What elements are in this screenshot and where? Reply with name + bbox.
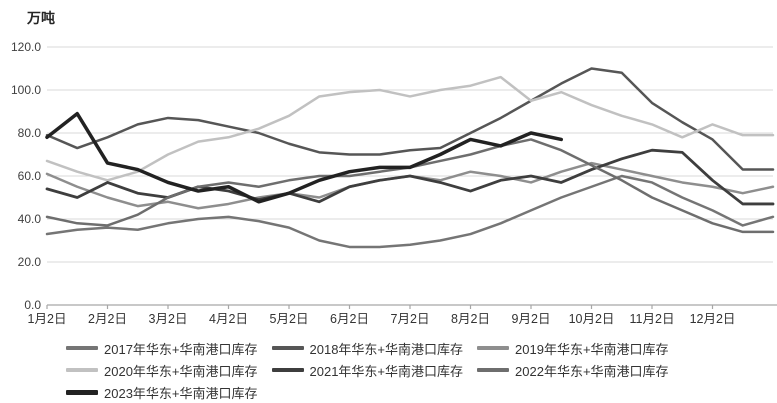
legend-line-swatch [477, 368, 510, 372]
legend-row: 2023年华东+华南港口库存 [66, 381, 766, 403]
legend-label: 2021年华东+华南港口库存 [309, 363, 464, 379]
plot-area: 0.0 20.0 40.0 60.0 80.0 100.0 120.0 1月2日 2月2日 3月2… [11, 40, 777, 326]
y-tick-label: 100.0 [11, 83, 41, 97]
x-tick-label: 10月2日 [569, 312, 615, 326]
y-tick-label: 20.0 [18, 255, 42, 269]
x-tick-label: 6月2日 [330, 312, 369, 326]
y-tick-label: 40.0 [18, 212, 42, 226]
legend-line-swatch [66, 368, 98, 372]
legend-line-swatch [271, 346, 304, 350]
series-line-2023年华东+华南港口库存 [45, 111, 563, 204]
legend-row: 2020年华东+华南港口库存 2021年华东+华南港口库存 2022年华东+华南港口… [66, 359, 766, 381]
legend-line-swatch [66, 346, 98, 350]
legend-item: 2017年华东+华南港口库存 [66, 339, 258, 358]
series-line-2020年华东+华南港口库存 [45, 75, 775, 182]
legend-label: 2019年华东+华南港口库存 [515, 341, 669, 357]
legend-item: 2021年华东+华南港口库存 [271, 361, 464, 380]
legend-label: 2022年华东+华南港口库存 [515, 363, 669, 379]
legend-item: 2019年华东+华南港口库存 [477, 339, 669, 358]
chart-legend: 2017年华东+华南港口库存 2018年华东+华南港口库存 2019年华东+华南港口… [66, 337, 766, 403]
y-tick-label: 0.0 [24, 298, 41, 312]
legend-row: 2017年华东+华南港口库存 2018年华东+华南港口库存 2019年华东+华南港口… [66, 337, 766, 359]
y-tick-label: 60.0 [18, 169, 42, 183]
y-tick-label: 80.0 [18, 126, 42, 140]
x-tick-label: 9月2日 [512, 312, 551, 326]
y-axis-unit-label: 万吨 [27, 10, 55, 26]
series-line-2017年华东+华南港口库存 [45, 174, 775, 249]
x-tick-label: 4月2日 [209, 312, 248, 326]
legend-line-swatch [477, 346, 510, 350]
series-line-2018年华东+华南港口库存 [45, 67, 775, 171]
x-tick-label: 8月2日 [451, 312, 490, 326]
x-tick-label: 2月2日 [88, 312, 127, 326]
x-tick-label: 11月2日 [630, 312, 675, 326]
legend-line-swatch [66, 389, 98, 395]
legend-item: 2022年华东+华南港口库存 [477, 361, 669, 380]
legend-line-swatch [271, 368, 304, 372]
series-line-2022年华东+华南港口库存 [45, 138, 775, 234]
x-tick-label: 12月2日 [690, 312, 736, 326]
legend-label: 2017年华东+华南港口库存 [104, 341, 258, 357]
x-tick-label: 3月2日 [149, 312, 188, 326]
legend-item: 2023年华东+华南港口库存 [66, 383, 258, 402]
legend-item: 2020年华东+华南港口库存 [66, 361, 258, 380]
x-tick-label: 7月2日 [391, 312, 430, 326]
legend-label: 2023年华东+华南港口库存 [104, 385, 258, 401]
legend-item: 2018年华东+华南港口库存 [271, 339, 464, 358]
y-tick-label: 120.0 [11, 40, 41, 54]
legend-label: 2020年华东+华南港口库存 [104, 363, 258, 379]
x-tick-label: 1月2日 [28, 312, 67, 326]
x-tick-label: 5月2日 [270, 312, 309, 326]
legend-label: 2018年华东+华南港口库存 [309, 341, 464, 357]
